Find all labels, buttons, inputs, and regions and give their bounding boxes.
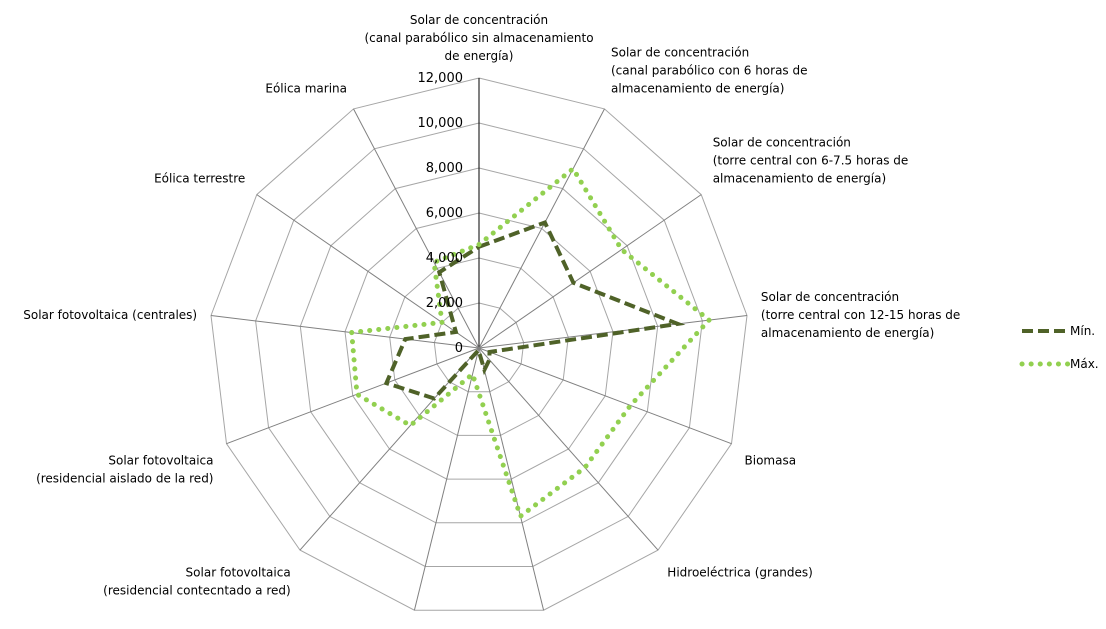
spoke-line (478, 347, 732, 445)
category-label: Solar de concentración (canal parabólico … (364, 13, 593, 63)
radar-spokes (210, 78, 748, 611)
category-label: Eólica marina (265, 82, 347, 96)
grid-ring (255, 122, 703, 567)
grid-ring (210, 77, 748, 611)
spoke-line (210, 315, 480, 349)
tick-label: 6,000 (426, 206, 463, 221)
category-label: Eólica terrestre (154, 172, 245, 186)
category-label: Solar fotovoltaica (residencial aislado d… (36, 454, 213, 486)
tick-label: 2,000 (426, 296, 463, 311)
spoke-line (353, 108, 480, 349)
spoke-line (226, 347, 480, 445)
spoke-line (413, 347, 480, 611)
legend-max-label: Máx. (1070, 357, 1099, 371)
grid-ring (433, 302, 525, 393)
tick-label: 10,000 (418, 116, 464, 131)
tick-label: 8,000 (426, 161, 463, 176)
spoke-line (478, 108, 605, 349)
series-min-line (383, 219, 686, 401)
tick-label: 0 (455, 341, 463, 356)
tick-label: 4,000 (426, 251, 463, 266)
category-label: Solar de concentración (torre central con… (713, 136, 909, 186)
spoke-line (478, 194, 702, 349)
category-label: Solar fotovoltaica (centrales) (23, 308, 197, 322)
grid-ring (389, 257, 569, 436)
category-label: Solar de concentración (torre central con… (761, 290, 960, 340)
category-label: Solar de concentración (canal parabólico … (611, 46, 808, 96)
category-label: Hidroeléctrica (grandes) (667, 566, 813, 580)
series-layer (349, 164, 713, 521)
category-labels: Solar de concentración (canal parabólico … (23, 13, 960, 629)
category-label: Biomasa (745, 454, 797, 468)
category-label: Solar fotovoltaica (residencial contecnta… (103, 566, 291, 598)
spoke-line (478, 347, 545, 611)
grid-ring (344, 212, 614, 480)
legend: Mín. Máx. (1019, 324, 1099, 371)
spoke-line (478, 347, 659, 551)
legend-min-label: Mín. (1070, 324, 1095, 338)
tick-label: 12,000 (418, 71, 464, 86)
radial-tick-labels: 0 2,000 4,000 6,000 8,000 10,000 12,000 (418, 71, 464, 356)
